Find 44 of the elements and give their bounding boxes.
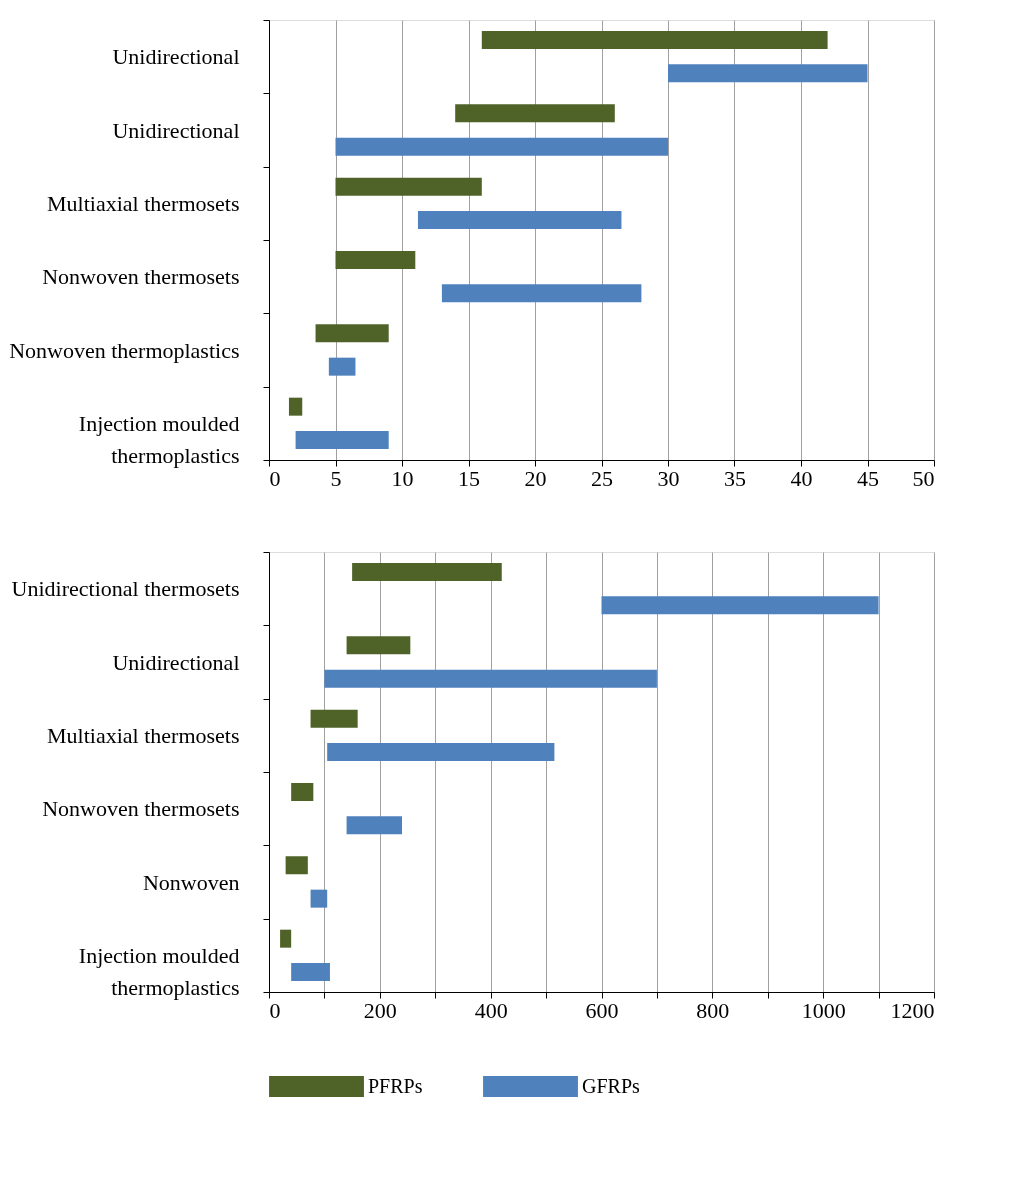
- x-tick-label: 0: [269, 465, 281, 491]
- bar: [417, 211, 622, 229]
- bar: [481, 31, 828, 49]
- x-tick-label: 1200: [890, 997, 935, 1023]
- x-tick-label: 10: [391, 465, 414, 491]
- bar: [455, 104, 615, 123]
- y-tick-label: Unidirectional: [112, 117, 240, 143]
- x-tick-label: 1000: [801, 997, 846, 1023]
- bar: [335, 177, 482, 196]
- bar: [668, 64, 868, 83]
- x-tick-label: 600: [585, 997, 619, 1023]
- bar: [328, 357, 356, 376]
- y-tick-label: Nonwoven thermoplastics: [9, 337, 240, 363]
- x-tick-label: 45: [857, 465, 879, 491]
- y-tick-label: Unidirectional thermosets: [11, 576, 240, 602]
- x-tick-label: 50: [912, 465, 935, 491]
- y-tick-label: Injection moulded thermoplastics: [78, 942, 240, 1000]
- legend-label: GFRPs: [582, 1074, 641, 1097]
- x-tick-label: 800: [696, 997, 730, 1023]
- y-tick-label: Nonwoven thermosets: [42, 264, 240, 290]
- bar: [288, 397, 303, 416]
- bar: [295, 431, 389, 449]
- bar: [335, 251, 416, 269]
- y-tick-label: Injection moulded thermoplastics: [78, 410, 240, 468]
- legend-label: PFRPs: [368, 1074, 423, 1097]
- y-tick-label: Unidirectional: [112, 649, 240, 675]
- x-tick-label: 35: [724, 465, 746, 491]
- y-tick-label: Nonwoven thermosets: [42, 796, 240, 822]
- x-tick-label: 15: [458, 465, 480, 491]
- x-tick-label: 5: [330, 465, 342, 491]
- bar: [335, 137, 668, 156]
- x-tick-label: 400: [474, 997, 508, 1023]
- x-tick-label: 200: [363, 997, 397, 1023]
- y-tick-label: Multiaxial thermosets: [47, 190, 240, 216]
- y-tick-label: Multiaxial thermosets: [47, 722, 240, 748]
- x-tick-label: 0: [269, 997, 281, 1023]
- bar: [441, 284, 642, 303]
- x-tick-label: 40: [790, 465, 813, 491]
- y-tick-label: Nonwoven: [142, 869, 240, 895]
- x-tick-label: 20: [524, 465, 547, 491]
- x-tick-label: 30: [657, 465, 680, 491]
- bar: [315, 324, 389, 343]
- x-tick-label: 25: [591, 465, 613, 491]
- y-tick-label: Unidirectional: [112, 44, 240, 70]
